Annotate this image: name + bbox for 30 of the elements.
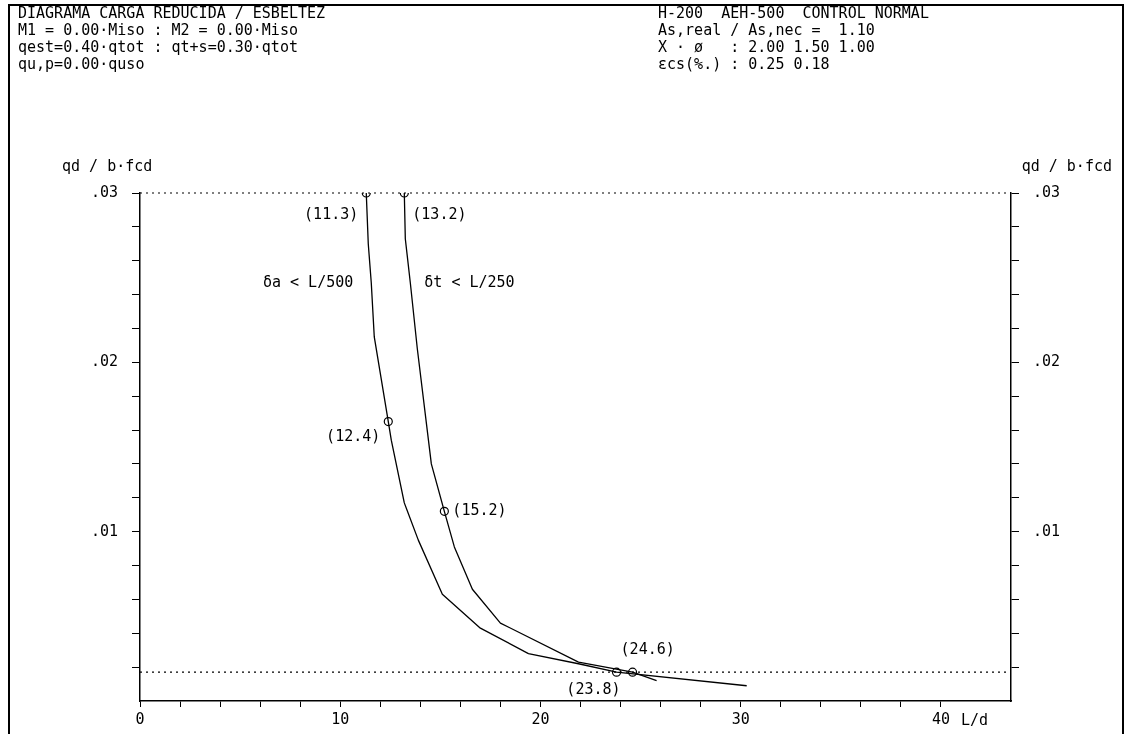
y-tick-label: .03: [90, 182, 118, 201]
text: H-200 AEH-500 CONTROL NORMAL: [658, 4, 929, 22]
y2-tick-label: .02: [1033, 352, 1061, 371]
x-tick-label: 0: [135, 709, 145, 728]
annotation: (12.4): [326, 427, 381, 446]
series-label: δt < L/250: [424, 272, 515, 291]
x-tick-label: 30: [731, 709, 750, 728]
x-tick-label: 20: [531, 709, 550, 728]
text: M1 = 0.00·Miso : M2 = 0.00·Miso: [18, 21, 299, 39]
text: As,real / As,nec = 1.10: [658, 21, 876, 39]
annotation: (13.2): [412, 204, 467, 223]
y-axis-title: qd / b·fcd: [62, 157, 153, 176]
annotation: (11.3): [304, 204, 359, 223]
annotation: (23.8): [566, 680, 621, 699]
x-tick-label: 10: [331, 709, 350, 728]
text: qu,p=0.00·quso: [18, 55, 146, 73]
y-tick-label: .02: [90, 352, 118, 371]
chart-title: DIAGRAMA CARGA REDUCIDA / ESBELTEZ: [18, 4, 326, 22]
annotation: (24.6): [620, 640, 675, 659]
text: qest=0.40·qtot : qt+s=0.30·qtot: [18, 38, 299, 56]
y2-axis-title: qd / b·fcd: [1021, 157, 1112, 176]
series-label: δa < L/500: [262, 272, 354, 291]
annotation: (15.2): [452, 501, 507, 520]
y2-tick-label: .03: [1033, 182, 1061, 201]
y-tick-label: .01: [90, 521, 118, 540]
text: X · ø : 2.00 1.50 1.00: [658, 38, 876, 56]
x-tick-label: 40: [931, 709, 950, 728]
x-axis-title: L/d: [960, 711, 989, 730]
text: εcs(%.) : 0.25 0.18: [658, 55, 831, 73]
y2-tick-label: .01: [1033, 521, 1061, 540]
